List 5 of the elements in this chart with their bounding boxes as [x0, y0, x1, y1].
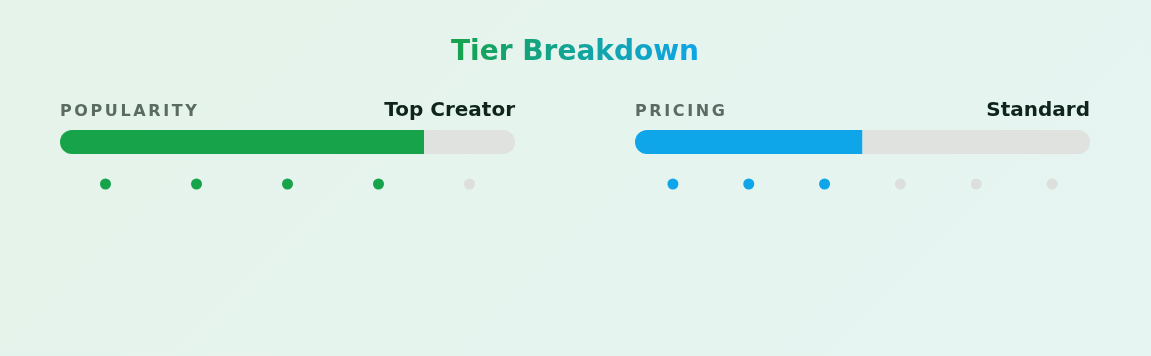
text: Standard	[986, 97, 1090, 121]
y-axis-title: POPULARITY	[60, 101, 200, 120]
y-axis-title: PRICING	[635, 101, 728, 120]
text: Top Creator	[384, 97, 516, 121]
text: Tier Breakdown	[451, 34, 699, 67]
